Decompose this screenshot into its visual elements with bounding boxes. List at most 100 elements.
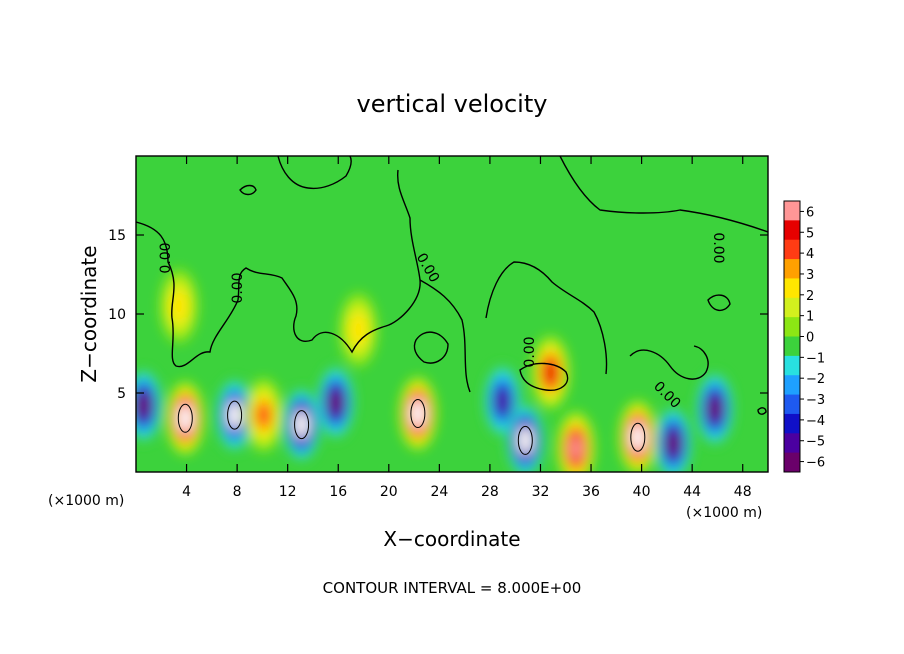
- colorbar-swatch: [784, 317, 800, 337]
- downdraft-band: [137, 394, 150, 417]
- contour-interval-note: CONTOUR INTERVAL = 8.000E+00: [323, 579, 582, 597]
- x-tick-label: 32: [532, 484, 550, 500]
- downdraft-band: [495, 388, 510, 414]
- x-tick-label: 48: [734, 484, 752, 500]
- x-tick-label: 20: [380, 484, 398, 500]
- downdraft-cell: [316, 365, 355, 440]
- colorbar-label: −3: [806, 393, 825, 408]
- x-tick-label: 40: [633, 484, 651, 500]
- downdraft-core: [518, 426, 533, 455]
- downdraft-band: [329, 391, 342, 414]
- colorbar-swatch: [784, 394, 800, 415]
- x-tick-label: 28: [481, 484, 499, 500]
- colorbar-label: 3: [806, 268, 814, 283]
- x-tick-label: 36: [582, 484, 600, 500]
- strong-contours: [177, 399, 646, 455]
- downdraft-cell: [282, 387, 321, 462]
- colorbar-label: 4: [806, 247, 814, 262]
- downdraft-core: [227, 401, 242, 430]
- contour-line: [227, 400, 243, 430]
- x-tick-label: 4: [182, 484, 191, 500]
- x-unit-left: (×1000 m): [48, 493, 124, 509]
- colorbar-swatch: [784, 355, 800, 376]
- colorbar-label: −4: [806, 414, 825, 429]
- colorbar-swatch: [784, 375, 800, 396]
- colorbar-swatch: [784, 433, 800, 454]
- downdraft-cell: [136, 368, 163, 443]
- updraft-core: [630, 423, 645, 452]
- colorbar-label: 1: [806, 310, 814, 325]
- downdraft-band: [667, 432, 680, 455]
- contour-line: [485, 261, 608, 375]
- updraft-cell: [244, 378, 283, 453]
- x-tick-label: 44: [683, 484, 701, 500]
- contour-line: [517, 425, 533, 455]
- contour-label: 0.00: [158, 242, 174, 273]
- downdraft-core: [294, 410, 309, 439]
- y-tick-label: 15: [108, 228, 126, 244]
- colorbar-label: −6: [806, 456, 825, 471]
- colorbar: 6 5 4 3 2 1 0 −1 −2 −3 −4 −5 −6: [783, 200, 825, 473]
- contour-line: [630, 422, 646, 452]
- x-unit-right: (×1000 m): [686, 505, 762, 521]
- contour-line: [559, 156, 768, 233]
- updraft-band: [256, 400, 272, 430]
- updraft-band: [169, 289, 188, 324]
- downdraft-cell: [215, 378, 254, 453]
- contour-label: 0.00: [230, 272, 246, 303]
- colorbar-swatch: [784, 413, 800, 434]
- y-axis-ticks: 5 10 15: [108, 228, 768, 402]
- updraft-band: [543, 360, 558, 385]
- zero-contours: [136, 156, 768, 415]
- field-layer: [136, 269, 734, 472]
- colorbar-swatch: [784, 297, 800, 318]
- x-tick-label: 8: [233, 484, 242, 500]
- updraft-cell: [166, 381, 205, 456]
- contour-line: [294, 410, 310, 440]
- downdraft-cell: [506, 403, 545, 472]
- contour-line: [757, 407, 767, 415]
- colorbar-swatch: [784, 239, 800, 260]
- contour-line: [413, 331, 449, 364]
- x-axis-ticks: 4 8 12 16 20 24 28 32 36 40 44 48: [182, 156, 752, 500]
- colorbar-swatch: [784, 259, 800, 279]
- colorbar-label: −2: [806, 372, 825, 387]
- y-axis-label: Z−coordinate: [77, 245, 101, 382]
- colorbar-swatch: [784, 336, 800, 357]
- contour-label: 0.00: [522, 336, 538, 367]
- updraft-band: [569, 437, 582, 460]
- updraft-cell: [159, 269, 198, 344]
- y-tick-label: 5: [117, 386, 126, 402]
- x-axis-label: X−coordinate: [383, 527, 520, 551]
- contour-line: [519, 362, 569, 391]
- x-tick-label: 12: [279, 484, 297, 500]
- contour-label: 0.00: [710, 232, 726, 263]
- contour-line: [707, 294, 731, 311]
- colorbar-label: 2: [806, 289, 814, 304]
- updraft-core: [410, 399, 425, 428]
- colorbar-label: 6: [806, 205, 814, 220]
- colorbar-label: 0: [806, 331, 814, 346]
- downdraft-cell: [654, 406, 693, 472]
- colorbar-label: −5: [806, 435, 825, 450]
- updraft-cell: [556, 411, 595, 472]
- colorbar-swatch: [784, 201, 800, 221]
- x-tick-label: 16: [329, 484, 347, 500]
- colorbar-label: 5: [806, 226, 814, 241]
- updraft-cell: [339, 292, 378, 367]
- downdraft-cell: [695, 371, 734, 446]
- x-tick-label: 24: [430, 484, 448, 500]
- chart-title: vertical velocity: [357, 90, 548, 118]
- contour-line: [239, 184, 257, 196]
- contour-line: [277, 156, 352, 190]
- colorbar-swatch: [784, 278, 800, 299]
- contour-line: [629, 345, 709, 380]
- contour-line: [419, 279, 471, 393]
- y-tick-label: 10: [108, 307, 126, 323]
- colorbar-label: −1: [806, 351, 825, 366]
- updraft-core: [178, 404, 193, 433]
- updraft-cell: [618, 400, 657, 472]
- contour-line: [410, 399, 426, 429]
- colorbar-swatch: [784, 220, 800, 241]
